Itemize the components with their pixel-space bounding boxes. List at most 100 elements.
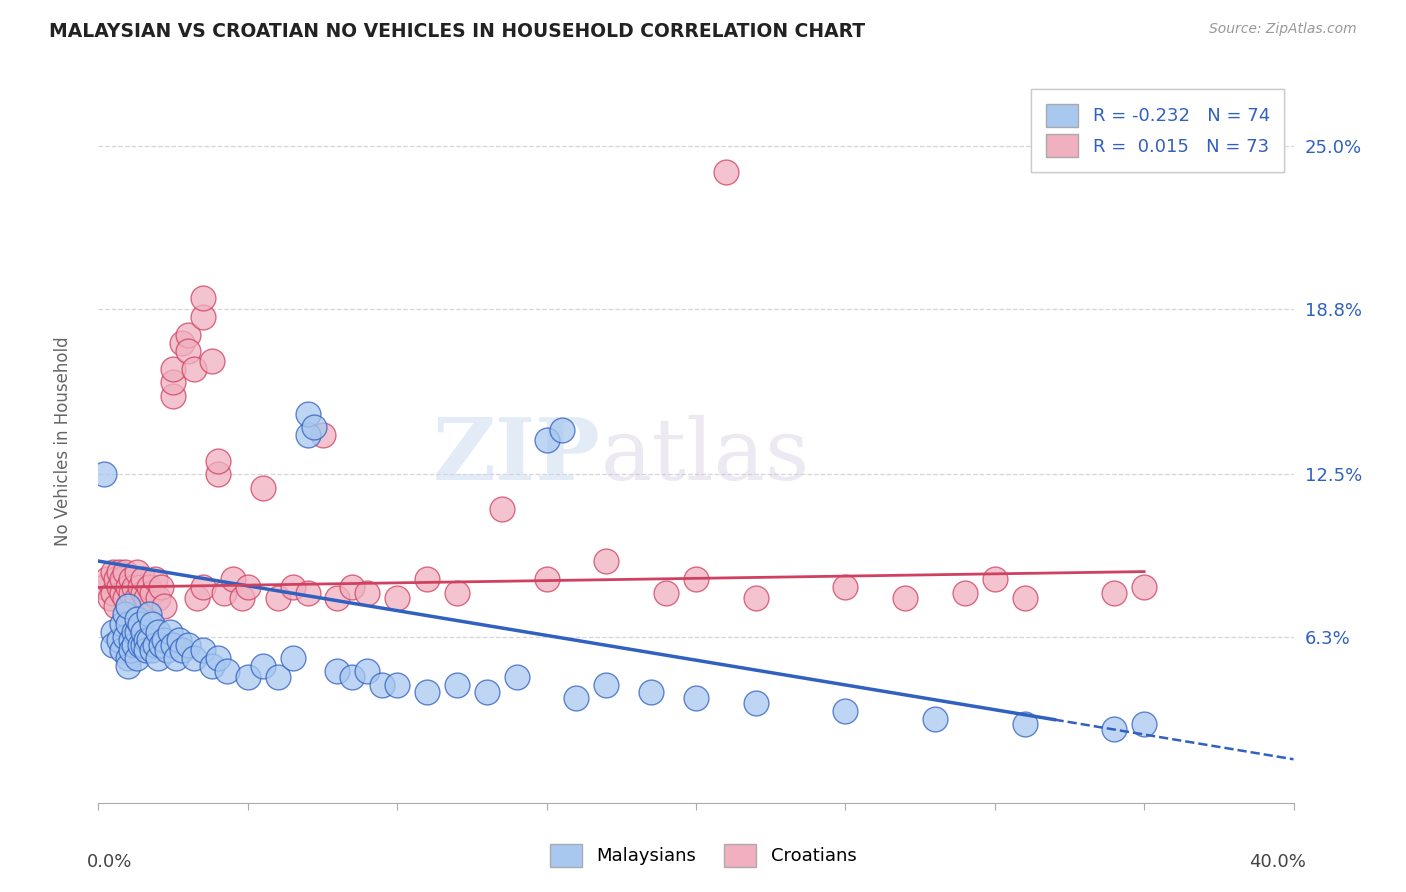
- Point: [177, 343, 200, 358]
- Point: [153, 632, 176, 647]
- Legend: Malaysians, Croatians: Malaysians, Croatians: [543, 837, 863, 874]
- Point: [117, 580, 139, 594]
- Point: [138, 580, 160, 594]
- Point: [207, 467, 229, 482]
- Point: [186, 591, 208, 605]
- Point: [103, 565, 125, 579]
- Point: [120, 632, 142, 647]
- Point: [714, 165, 737, 179]
- Y-axis label: No Vehicles in Household: No Vehicles in Household: [53, 336, 72, 547]
- Point: [281, 580, 304, 594]
- Point: [148, 625, 170, 640]
- Point: [148, 591, 170, 605]
- Point: [93, 467, 115, 482]
- Point: [894, 591, 917, 605]
- Point: [120, 585, 142, 599]
- Point: [191, 291, 214, 305]
- Point: [297, 585, 319, 599]
- Point: [127, 625, 149, 640]
- Point: [685, 690, 707, 705]
- Point: [1104, 585, 1126, 599]
- Point: [342, 670, 364, 684]
- Point: [183, 651, 205, 665]
- Point: [132, 638, 155, 652]
- Point: [172, 336, 194, 351]
- Point: [129, 617, 152, 632]
- Point: [231, 591, 253, 605]
- Point: [745, 591, 768, 605]
- Point: [236, 580, 259, 594]
- Point: [105, 599, 128, 613]
- Point: [506, 670, 529, 684]
- Point: [1104, 723, 1126, 737]
- Point: [129, 638, 152, 652]
- Point: [127, 565, 149, 579]
- Point: [156, 643, 179, 657]
- Point: [446, 677, 468, 691]
- Point: [117, 599, 139, 613]
- Point: [356, 585, 378, 599]
- Point: [172, 643, 194, 657]
- Point: [162, 376, 184, 390]
- Point: [132, 585, 155, 599]
- Point: [385, 677, 409, 691]
- Point: [302, 420, 325, 434]
- Point: [595, 554, 617, 568]
- Point: [207, 454, 229, 468]
- Point: [120, 643, 142, 657]
- Point: [150, 580, 173, 594]
- Point: [114, 565, 136, 579]
- Point: [141, 617, 163, 632]
- Text: atlas: atlas: [600, 415, 810, 498]
- Point: [165, 651, 187, 665]
- Point: [108, 580, 131, 594]
- Point: [640, 685, 662, 699]
- Point: [745, 696, 768, 710]
- Point: [191, 643, 214, 657]
- Point: [108, 632, 131, 647]
- Text: Source: ZipAtlas.com: Source: ZipAtlas.com: [1209, 22, 1357, 37]
- Point: [114, 591, 136, 605]
- Point: [281, 651, 304, 665]
- Point: [236, 670, 259, 684]
- Point: [135, 632, 157, 647]
- Point: [311, 428, 333, 442]
- Point: [162, 362, 184, 376]
- Point: [371, 677, 394, 691]
- Point: [150, 638, 173, 652]
- Point: [167, 632, 190, 647]
- Point: [117, 617, 139, 632]
- Point: [135, 591, 157, 605]
- Point: [215, 665, 238, 679]
- Point: [162, 388, 184, 402]
- Point: [267, 670, 290, 684]
- Point: [143, 638, 166, 652]
- Point: [191, 580, 214, 594]
- Point: [132, 573, 155, 587]
- Point: [177, 328, 200, 343]
- Point: [138, 632, 160, 647]
- Point: [491, 501, 513, 516]
- Point: [446, 585, 468, 599]
- Point: [595, 677, 617, 691]
- Point: [356, 665, 378, 679]
- Point: [141, 585, 163, 599]
- Point: [153, 599, 176, 613]
- Point: [127, 612, 149, 626]
- Point: [117, 599, 139, 613]
- Point: [103, 585, 125, 599]
- Point: [565, 690, 588, 705]
- Point: [111, 573, 134, 587]
- Point: [162, 638, 184, 652]
- Point: [924, 712, 946, 726]
- Point: [536, 434, 558, 448]
- Point: [385, 591, 409, 605]
- Point: [135, 643, 157, 657]
- Point: [1133, 717, 1156, 731]
- Point: [984, 573, 1007, 587]
- Point: [114, 630, 136, 644]
- Point: [655, 585, 678, 599]
- Point: [342, 580, 364, 594]
- Point: [120, 573, 142, 587]
- Point: [159, 625, 181, 640]
